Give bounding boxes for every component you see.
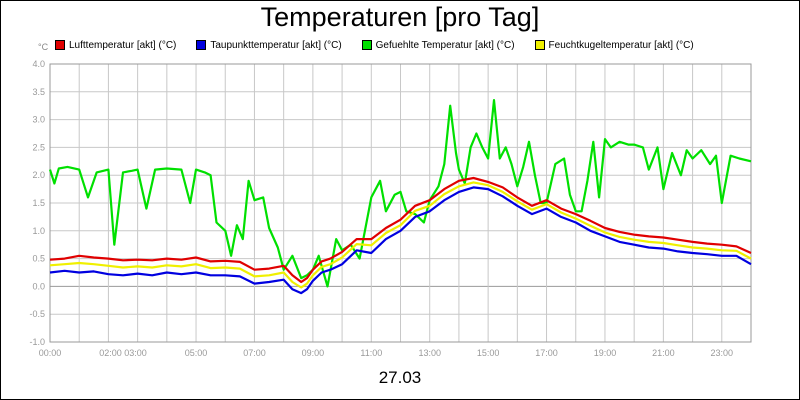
x-tick-label: 05:00	[185, 348, 208, 358]
legend-label: Taupunkttemperatur [akt] (°C)	[210, 39, 342, 51]
x-tick-label: 00:00	[39, 348, 62, 358]
series-line-0	[49, 176, 752, 284]
y-tick-label: 1.5	[32, 198, 45, 208]
legend-item: Feuchtkugeltemperatur [akt] (°C)	[534, 38, 694, 52]
legend-label: Lufttemperatur [akt] (°C)	[69, 39, 177, 51]
y-tick-label: -0.5	[29, 309, 45, 319]
legend-swatch	[361, 40, 372, 50]
x-tick-label: 17:00	[535, 348, 558, 358]
legend-label: Feuchtkugeltemperatur [akt] (°C)	[548, 39, 694, 51]
date-label: 27.03	[378, 368, 422, 387]
x-tick-label: 02:00 03:00	[99, 348, 147, 358]
legend: Lufttemperatur [akt] (°C) Taupunkttempera…	[55, 38, 714, 52]
x-tick-label: 15:00	[477, 348, 500, 358]
x-tick-label: 21:00	[652, 348, 675, 358]
legend-swatch	[55, 40, 65, 50]
legend-label: Gefuehlte Temperatur [akt] (°C)	[375, 39, 515, 51]
x-tick-label: 07:00	[243, 348, 266, 358]
y-tick-label: 3.5	[32, 87, 45, 97]
x-tick-label: 23:00	[711, 348, 734, 358]
x-tick-label: 11:00	[360, 348, 382, 358]
chart-title: Temperaturen [pro Tag]	[260, 2, 540, 32]
x-tick-label: 09:00	[302, 348, 325, 358]
legend-item: Taupunkttemperatur [akt] (°C)	[196, 38, 342, 52]
y-tick-label: 0.0	[32, 281, 45, 291]
series-line-1	[49, 186, 752, 295]
y-tick-label: 2.5	[32, 142, 45, 152]
y-tick-label: 2.0	[32, 170, 45, 180]
y-tick-label: 1.0	[32, 226, 45, 236]
y-tick-label: -1.0	[29, 337, 45, 347]
legend-swatch	[534, 40, 545, 50]
y-tick-label: 3.0	[32, 115, 45, 125]
y-tick-label: 0.5	[32, 254, 45, 264]
x-tick-label: 13:00	[418, 348, 441, 358]
legend-item: Gefuehlte Temperatur [akt] (°C)	[361, 38, 515, 52]
legend-item: Lufttemperatur [akt] (°C)	[55, 38, 176, 52]
x-tick-label: 19:00	[594, 348, 617, 358]
y-unit-label: °C	[38, 42, 49, 52]
legend-swatch	[196, 40, 207, 50]
y-tick-label: 4.0	[32, 59, 45, 69]
plot-border	[49, 63, 752, 343]
series-line-3	[49, 181, 752, 289]
